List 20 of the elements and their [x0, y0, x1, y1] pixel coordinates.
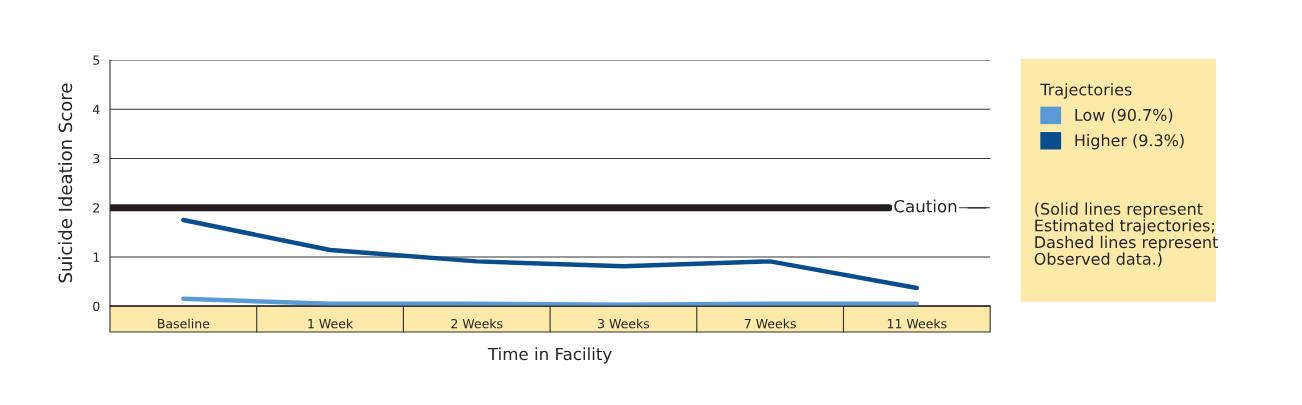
line-series — [181, 217, 920, 291]
legend-label: Higher (9.3%) — [1075, 133, 1184, 150]
legend-label: Low (90.7%) — [1075, 108, 1173, 123]
x-tick-label: 1 Week — [308, 318, 354, 329]
x-tick-label: 11 Weeks — [887, 318, 947, 329]
legend-title: Trajectories — [1040, 83, 1132, 99]
y-axis-title: Suicide Ideation Score — [58, 83, 73, 283]
x-tick-label: 2 Weeks — [451, 318, 503, 329]
ref-line-label: Caution — [894, 199, 957, 213]
y-tick-label: 4 — [92, 104, 100, 114]
text: (Solid lines represent Estimated trajectories; Dashed lines represent Observed data.) — [1034, 202, 1218, 267]
x-tick-label: 3 Weeks — [598, 318, 650, 329]
y-tick-label: 2 — [93, 203, 100, 213]
y-tick-label: 3 — [93, 153, 100, 164]
y-tick-label: 0 — [93, 301, 100, 312]
y-tick-label: 1 — [93, 252, 100, 262]
x-axis-title: Time in Facility — [487, 347, 612, 364]
y-tick-label: 5 — [93, 55, 100, 65]
x-tick-label: 7 Weeks — [744, 318, 796, 329]
x-tick-label: Baseline — [158, 318, 210, 329]
